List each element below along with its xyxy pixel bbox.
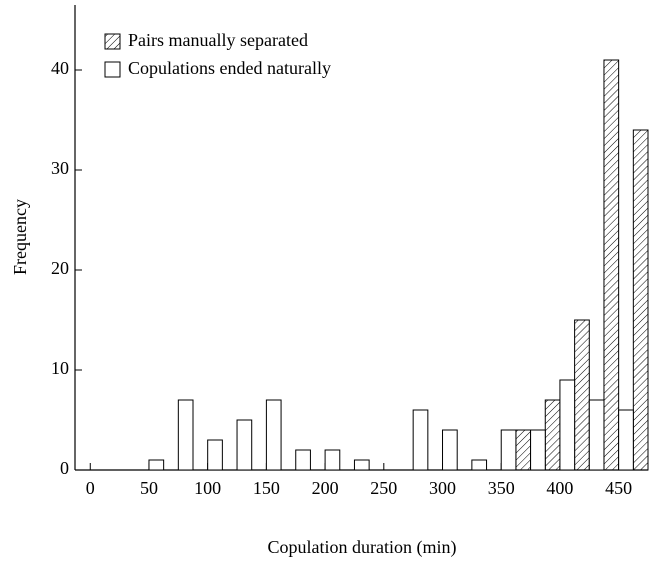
bar bbox=[148, 459, 165, 471]
legend-swatch bbox=[104, 33, 121, 50]
x-tick-label: 350 bbox=[488, 478, 515, 498]
x-tick-label: 300 bbox=[429, 478, 456, 498]
bar bbox=[588, 399, 605, 471]
x-tick-label: 250 bbox=[370, 478, 397, 498]
x-tick-label: 450 bbox=[605, 478, 632, 498]
bar bbox=[574, 319, 590, 471]
bar bbox=[559, 379, 576, 471]
bar bbox=[515, 429, 532, 471]
bar bbox=[236, 419, 253, 471]
bar bbox=[500, 429, 517, 471]
bar bbox=[177, 399, 194, 471]
bar bbox=[632, 129, 649, 471]
legend-label: Pairs manually separated bbox=[128, 30, 308, 50]
y-axis-label: Frequency bbox=[10, 199, 30, 275]
y-tick-label: 40 bbox=[51, 58, 69, 78]
bar bbox=[324, 449, 341, 471]
legend-label: Copulations ended naturally bbox=[128, 58, 331, 78]
x-tick-label: 200 bbox=[312, 478, 339, 498]
bar bbox=[265, 399, 282, 471]
x-tick-label: 50 bbox=[140, 478, 158, 498]
x-axis-label: Copulation duration (min) bbox=[268, 537, 457, 558]
bar bbox=[295, 449, 311, 471]
y-tick-label: 0 bbox=[60, 458, 69, 478]
y-tick-label: 30 bbox=[51, 158, 69, 178]
bar bbox=[544, 399, 561, 471]
bar bbox=[412, 409, 429, 471]
y-tick-label: 20 bbox=[51, 258, 69, 278]
bar bbox=[530, 429, 546, 471]
x-tick-label: 150 bbox=[253, 478, 280, 498]
legend-swatch bbox=[104, 61, 121, 78]
x-tick-label: 400 bbox=[546, 478, 573, 498]
bar bbox=[353, 459, 370, 471]
bar bbox=[207, 439, 223, 471]
x-tick-label: 100 bbox=[194, 478, 221, 498]
bar bbox=[603, 59, 620, 471]
x-tick-label: 0 bbox=[86, 478, 95, 498]
y-tick-label: 10 bbox=[51, 358, 69, 378]
bar bbox=[471, 459, 488, 471]
bar bbox=[618, 409, 634, 471]
bar bbox=[442, 429, 458, 471]
